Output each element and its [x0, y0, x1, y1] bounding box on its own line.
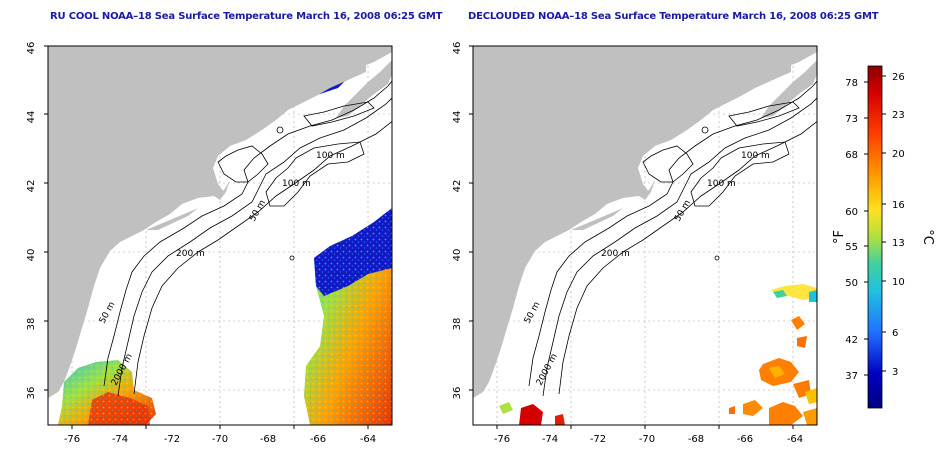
left-lat-tick: 36: [26, 387, 37, 400]
colorbar-c-tick: 3: [892, 367, 898, 378]
left-lon-tick: -74: [112, 434, 128, 445]
right-lat-tick: 46: [452, 42, 463, 55]
left-lon-tick: -76: [64, 434, 80, 445]
left-lon-tick: -72: [164, 434, 180, 445]
right-lon-tick: -68: [688, 434, 704, 445]
right-sst-patch: [519, 404, 543, 425]
colorbar-c-tick: 26: [892, 72, 905, 83]
right-lat-tick: 36: [452, 387, 463, 400]
colorbar-c-tick: 13: [892, 238, 905, 249]
right-lat-tick: 38: [452, 318, 463, 331]
left-lat-tick: 42: [26, 180, 37, 193]
left-contour-label-100b: 100 m: [282, 179, 311, 189]
colorbar-f-tick: 68: [845, 150, 858, 161]
right-lon-tick: -74: [542, 434, 558, 445]
colorbar-f-tick: 55: [845, 242, 858, 253]
left-map-title: RU COOL NOAA–18 Sea Surface Temperature …: [50, 11, 443, 22]
right-map-title: DECLOUDED NOAA–18 Sea Surface Temperatur…: [468, 11, 879, 22]
right-map: 100 m 100 m 50 m 200 m 50 m 2000 m -76 -…: [452, 42, 818, 445]
right-lon-tick: -66: [737, 434, 753, 445]
colorbar-f-tick: 73: [845, 114, 858, 125]
right-lon-tick: -72: [590, 434, 606, 445]
right-lat-tick: 40: [452, 249, 463, 262]
left-lat-tick: 40: [26, 249, 37, 262]
colorbar-f-tick: 78: [845, 78, 858, 89]
colorbar-f-tick: 37: [845, 371, 858, 382]
left-lat-tick: 46: [26, 42, 37, 55]
colorbar-f-tick: 60: [845, 207, 858, 218]
left-contour-label-200: 200 m: [176, 249, 205, 259]
left-lon-tick: -68: [260, 434, 276, 445]
colorbar-c-tick: 23: [892, 110, 905, 121]
colorbar-c-tick: 6: [892, 328, 898, 339]
right-lat-tick: 42: [452, 180, 463, 193]
colorbar-fahrenheit-label: °F: [832, 230, 847, 244]
right-sst-patch: [743, 400, 763, 416]
left-lat-tick: 38: [26, 318, 37, 331]
colorbar-c-tick: 10: [892, 277, 905, 288]
left-lat-tick: 44: [26, 111, 37, 124]
left-contour-label-100a: 100 m: [316, 151, 345, 161]
right-lat-tick: 44: [452, 111, 463, 124]
right-contour-label-200: 200 m: [601, 249, 630, 259]
right-contour-label-100b: 100 m: [707, 179, 736, 189]
left-map: 100 m 100 m 50 m 200 m 50 m 2000 m -76 -…: [26, 42, 393, 445]
left-lon-tick: -64: [360, 434, 376, 445]
colorbar-f-tick: 50: [845, 278, 858, 289]
right-contour-label-100a: 100 m: [741, 151, 770, 161]
colorbar-c-tick: 20: [892, 149, 905, 160]
right-sst-patch: [791, 316, 805, 330]
colorbar-c-tick: 16: [892, 200, 905, 211]
left-lon-tick: -70: [212, 434, 228, 445]
temperature-colorbar: 78 73 68 60 55 50 42 37 26 23 20 16 13 1…: [832, 65, 935, 409]
colorbar-f-tick: 42: [845, 335, 858, 346]
right-lon-tick: -64: [787, 434, 803, 445]
colorbar-celsius-label: °C: [920, 229, 935, 245]
right-lon-tick: -76: [494, 434, 510, 445]
right-lon-tick: -70: [639, 434, 655, 445]
left-lon-tick: -66: [310, 434, 326, 445]
